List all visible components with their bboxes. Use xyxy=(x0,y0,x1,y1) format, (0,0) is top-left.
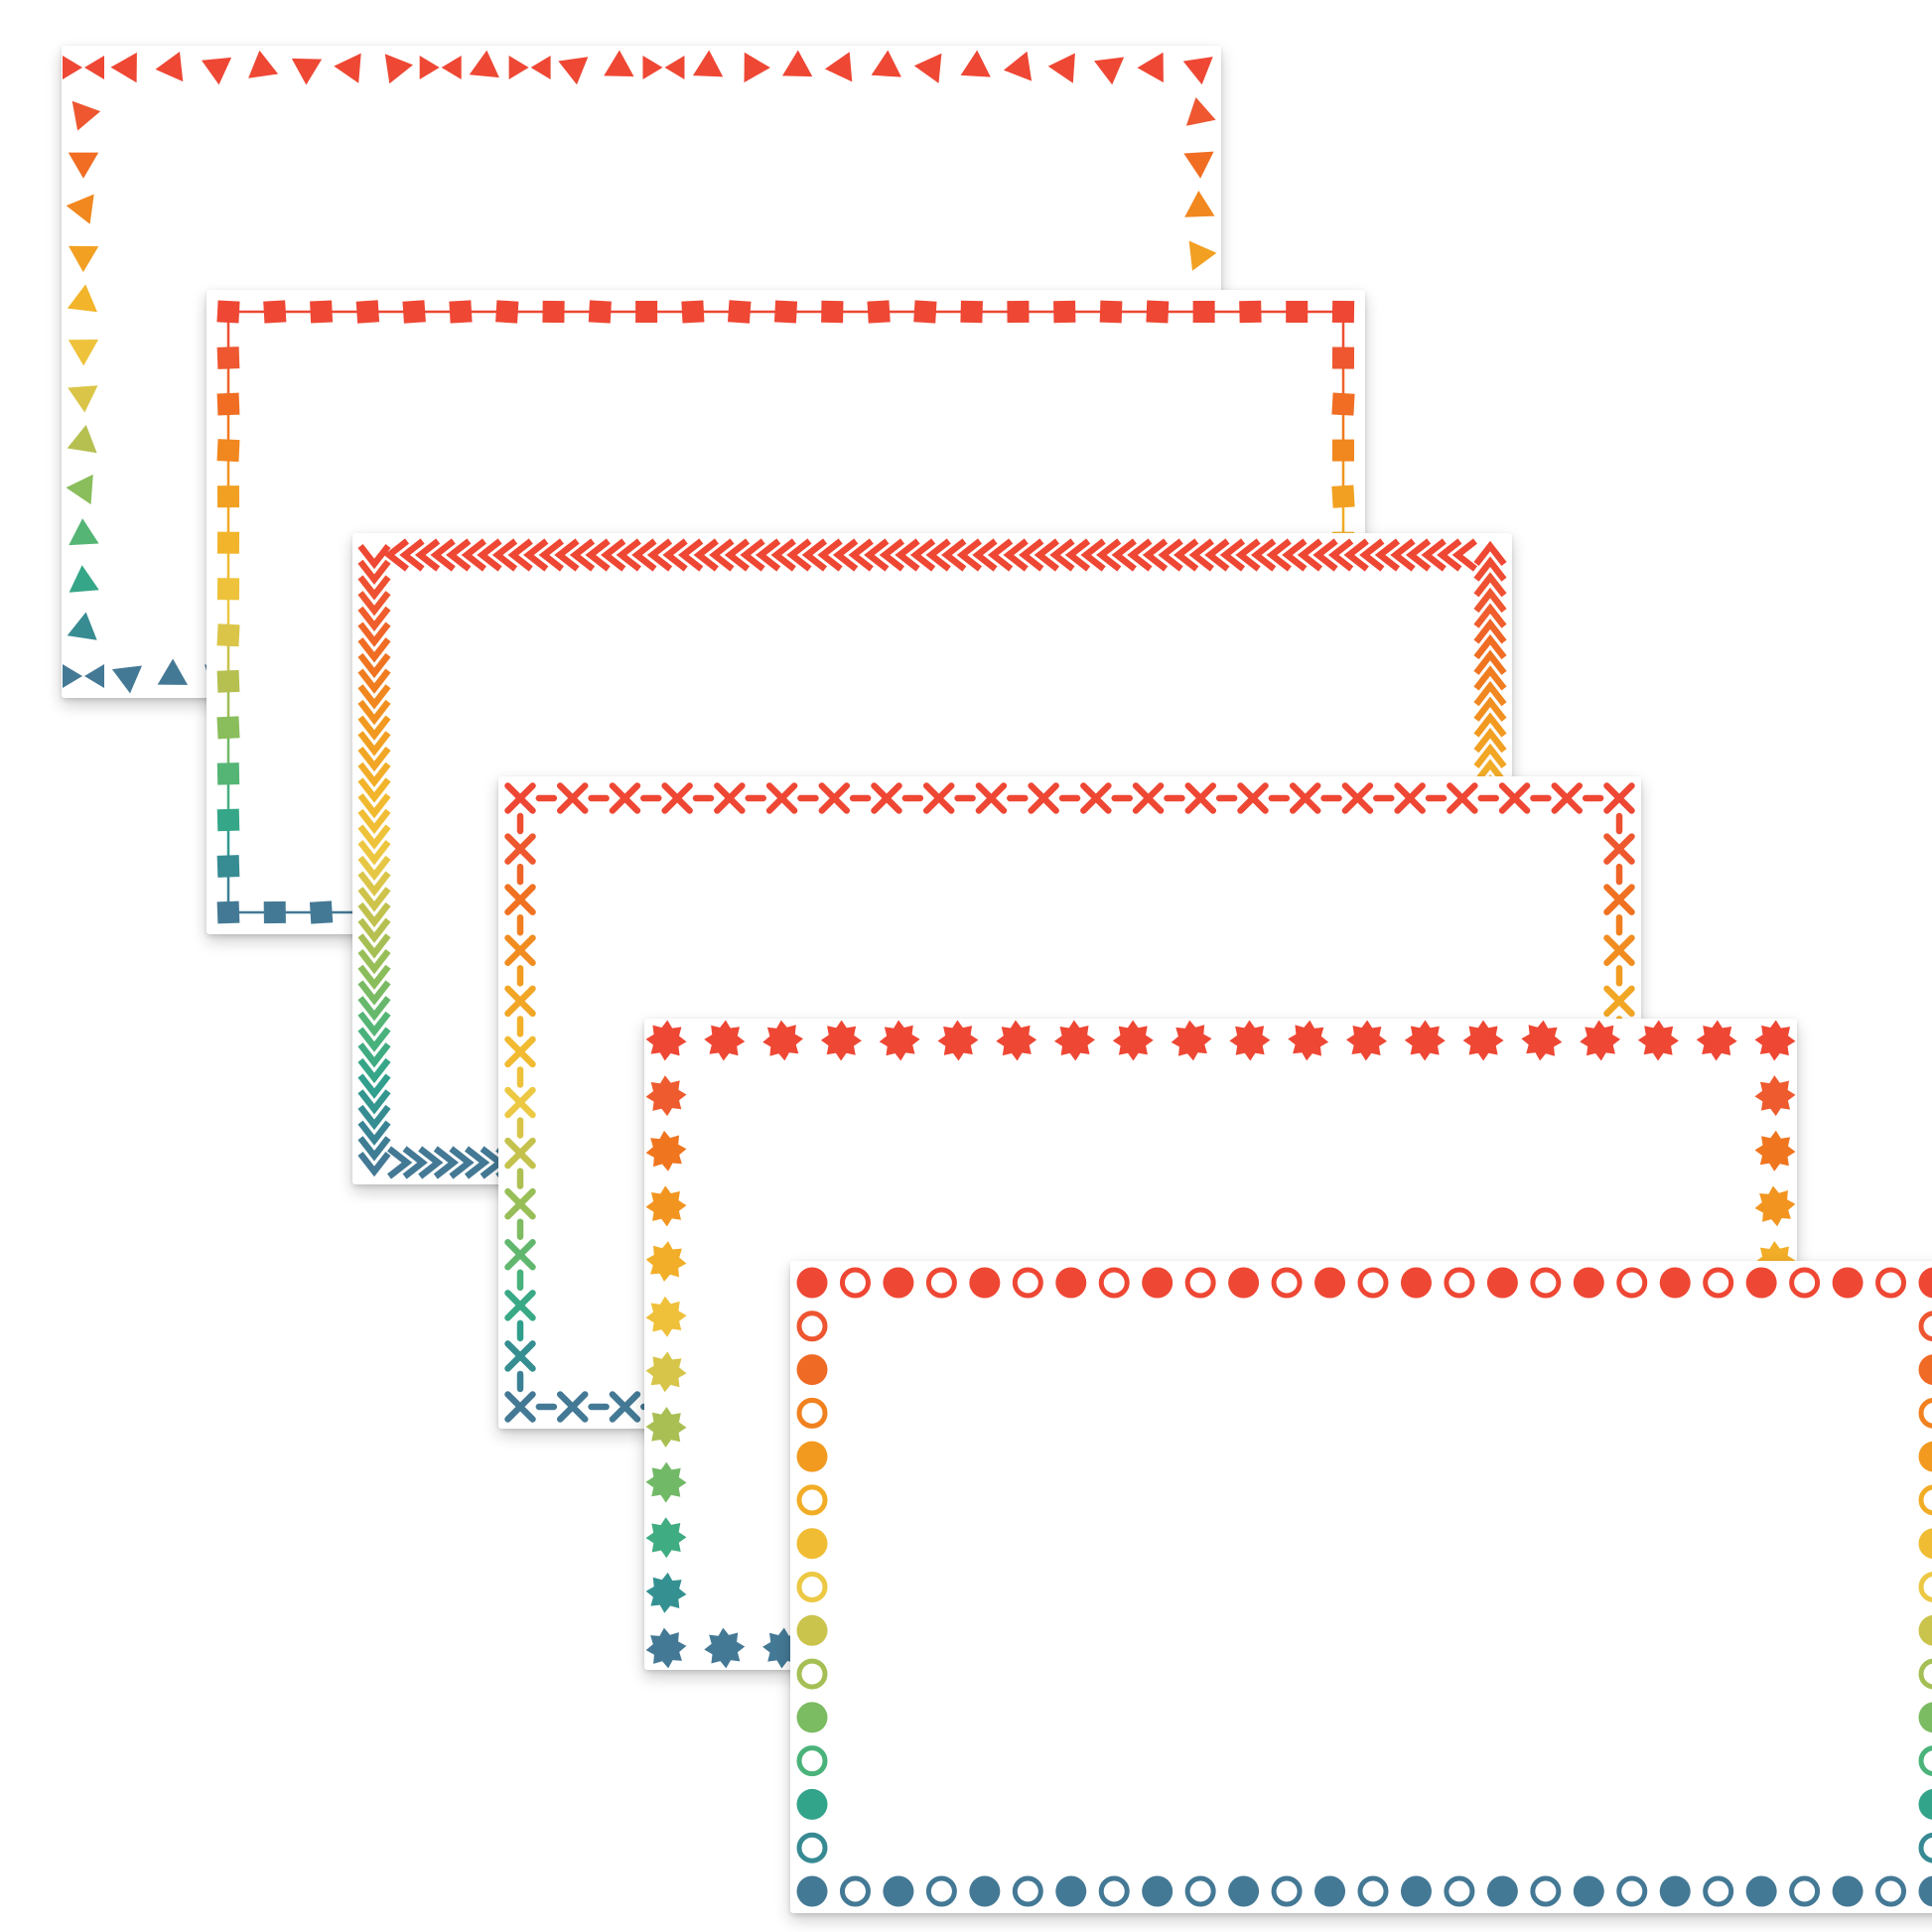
dot-border-card xyxy=(790,1261,1932,1913)
dot-border-pattern xyxy=(796,1267,1932,1907)
